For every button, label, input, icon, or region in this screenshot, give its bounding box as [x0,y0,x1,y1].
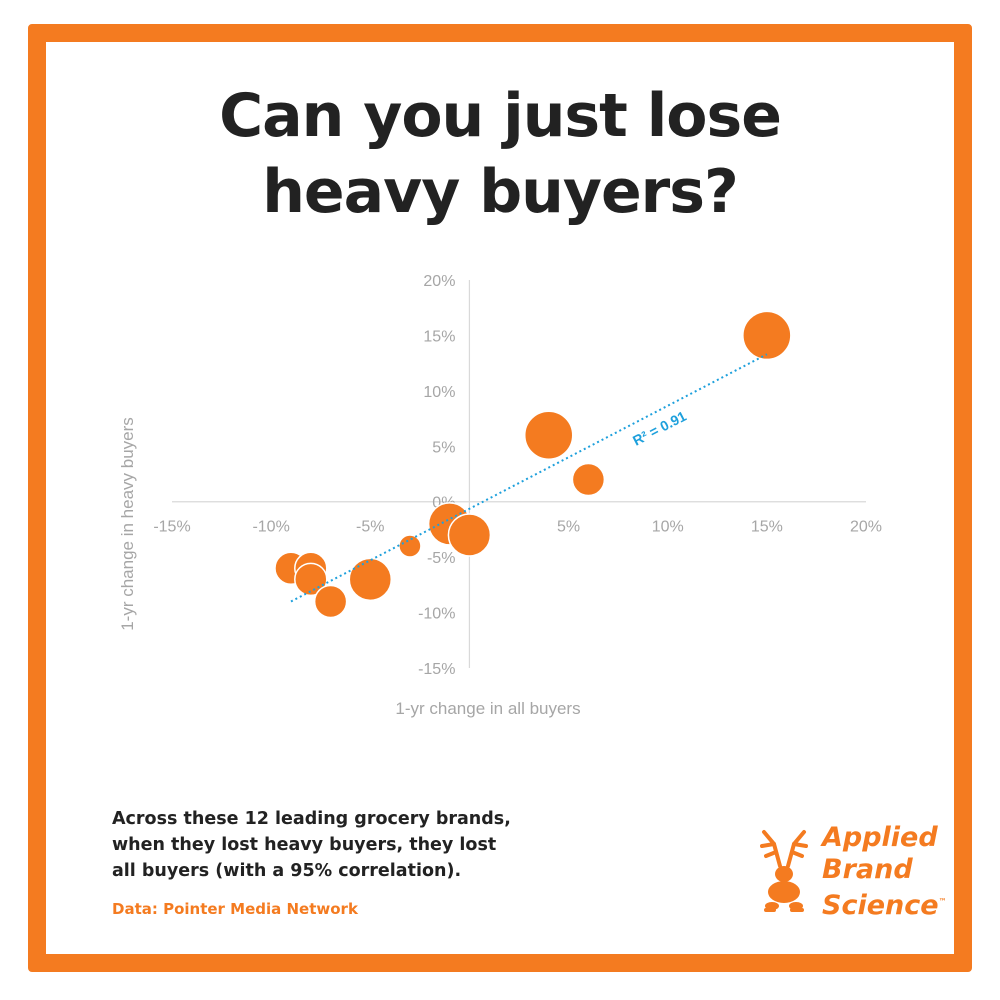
x-tick-label: 20% [850,519,882,536]
y-tick-label: -15% [418,661,455,678]
x-tick-label: 15% [751,519,783,536]
y-axis-label: 1-yr change in heavy buyers [118,417,137,631]
data-point [523,410,574,460]
logo-line-3-text: Science [822,890,939,921]
x-tick-label: -5% [356,519,384,536]
y-tick-label: -10% [418,606,455,623]
y-tick-label: -5% [427,550,455,567]
logo-line-2: Brand [822,854,913,885]
trademark-symbol: ™ [938,897,947,906]
chart-axes [172,280,866,668]
x-tick-label: 5% [557,519,580,536]
x-tick-label: -10% [252,519,289,536]
logo-wordmark: Applied Brand Science™ [822,822,947,922]
x-tick-label: 10% [652,519,684,536]
chart-points [274,310,792,619]
data-point [313,584,348,619]
caption-line-1: Across these 12 leading grocery brands, [112,809,511,829]
logo-line-1: Applied [822,822,938,853]
title-line-2: heavy buyers? [262,157,739,227]
brand-logo: Applied Brand Science™ [750,822,947,922]
page-title: Can you just lose heavy buyers? [0,78,1000,230]
data-point [348,557,393,602]
caption-line-3: all buyers (with a 95% correlation). [112,861,462,881]
trendline [290,353,768,603]
logo-line-3: Science™ [822,886,947,922]
title-line-1: Can you just lose [219,81,782,151]
data-point [742,310,792,361]
y-tick-label: 15% [423,328,455,345]
y-tick-label: 5% [432,439,455,456]
x-axis-label: 1-yr change in all buyers [395,699,580,718]
data-point [571,462,606,497]
caption-line-2: when they lost heavy buyers, they lost [112,835,497,855]
data-point [398,534,422,558]
data-source: Data: Pointer Media Network [112,900,358,918]
jackalope-icon [760,830,808,912]
y-tick-label: 20% [423,273,455,290]
r-squared-label: R² = 0.91 [630,408,689,449]
data-point [447,513,492,557]
caption: Across these 12 leading grocery brands, … [112,806,532,884]
y-tick-label: 10% [423,384,455,401]
chart-ticks: -15%-10%-5%0%5%10%15%20%20%15%10%5%0%-5%… [153,273,882,678]
orange-frame [28,24,972,972]
x-tick-label: -15% [153,519,190,536]
